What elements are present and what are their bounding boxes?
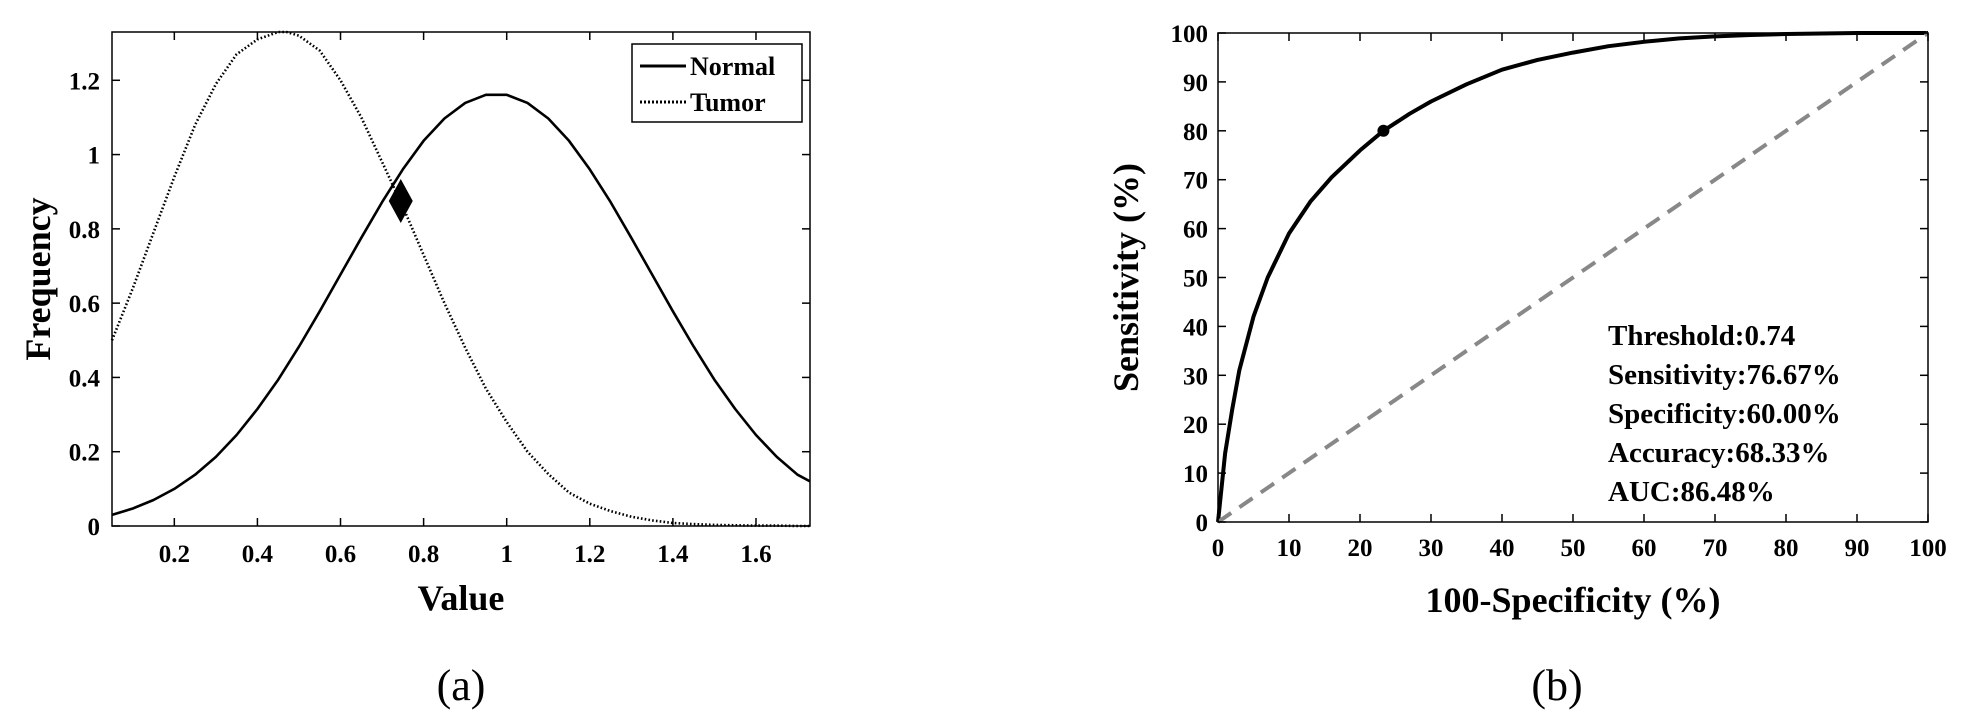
y-tick-label: 1 [88,143,101,170]
series-line-normal [111,93,811,517]
panel-a-x-axis-label: Value [418,578,505,618]
y-tick-label: 20 [1183,412,1208,439]
y-tick-label: 40 [1183,314,1208,341]
panel-b-label: (b) [1531,661,1582,710]
x-tick-label: 70 [1703,535,1728,562]
annotation-line: Sensitivity:76.67% [1608,359,1841,391]
y-tick-label: 50 [1183,266,1208,293]
y-tick-label: 1.2 [69,68,100,95]
x-tick-label: 0.8 [408,541,439,568]
y-tick-label: 0 [1196,510,1209,537]
y-tick-label: 100 [1171,21,1209,48]
y-tick-label: 80 [1183,119,1208,146]
y-tick-label: 30 [1183,363,1208,390]
roc-curve [1216,31,1928,523]
legend-label-normal: Normal [690,52,775,81]
legend-box [631,43,803,123]
panel-a-label: (a) [437,661,486,710]
x-tick-label: 60 [1632,535,1657,562]
x-tick-label: 100 [1909,535,1947,562]
panel-b-curves [1216,31,1930,524]
panel-a-curves [110,30,811,528]
annotation-line: Threshold:0.74 [1608,320,1795,352]
x-tick-label: 1.2 [574,541,605,568]
panel-b-plot: 0 10 20 30 40 50 60 70 80 90 100 0 10 20 30 40 50 60 70 80 9… [1106,21,1947,710]
x-tick-label: 50 [1561,535,1586,562]
y-tick-label: 0.8 [69,217,100,244]
y-tick-label: 0.4 [69,365,101,392]
operating-point-marker [1377,124,1390,137]
x-tick-label: 0.6 [325,541,356,568]
x-tick-label: 0.2 [159,541,190,568]
annotation-line: Specificity:60.00% [1608,398,1841,430]
panel-a-ticks: 0.2 0.4 0.6 0.8 1 1.2 1.4 1.6 0 0.2 0.4 0.6 0.8 1 1.2 [69,32,810,568]
x-tick-label: 1.6 [740,541,771,568]
panel-a-legend: Normal Tumor [631,43,803,123]
y-tick-label: 0.2 [69,440,100,467]
x-tick-label: 30 [1419,535,1444,562]
y-tick-label: 60 [1183,217,1208,244]
annotation-line: AUC:86.48% [1608,476,1775,508]
panel-a-plot: 0.2 0.4 0.6 0.8 1 1.2 1.4 1.600.20.40.60.811.2 … [18,30,811,710]
y-tick-label: 0 [88,514,101,541]
panel-b-axes-frame [1217,32,1929,523]
annotation-line: Accuracy:68.33% [1608,437,1829,469]
panel-b-x-axis-label: 100-Specificity (%) [1426,580,1721,620]
x-tick-label: 1 [500,541,513,568]
intersection-marker [388,179,413,223]
y-tick-label: 70 [1183,168,1208,195]
x-tick-label: 90 [1845,535,1870,562]
y-tick-label: 0.6 [69,291,100,318]
panel-b-y-axis-label: Sensitivity (%) [1106,163,1146,392]
x-tick-label: 10 [1277,535,1302,562]
x-tick-label: 40 [1490,535,1515,562]
reference-diagonal-line [1216,31,1930,524]
x-tick-label: 1.4 [657,541,689,568]
x-tick-label: 20 [1348,535,1373,562]
y-tick-label: 10 [1183,461,1208,488]
x-tick-label: 0 [1212,535,1225,562]
x-tick-label: 80 [1774,535,1799,562]
panel-a-axes-frame [111,31,811,527]
legend-label-tumor: Tumor [690,88,766,117]
panel-b-annotations: Threshold:0.74 Sensitivity:76.67% Specific… [1608,320,1841,508]
x-tick-label: 0.4 [242,541,274,568]
y-tick-label: 90 [1183,70,1208,97]
panel-a-y-axis-label: Frequency [18,197,58,360]
